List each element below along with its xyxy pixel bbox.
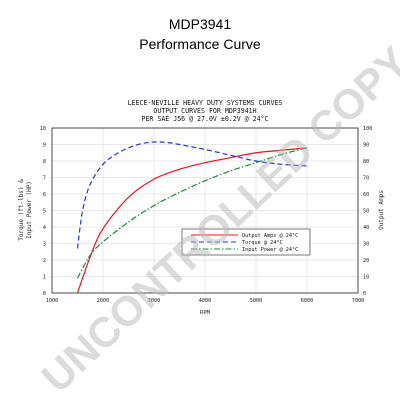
y-left-axis-label-line-1: Torque (ft-lbs) & [18, 179, 25, 241]
y-right-axis-ticks: 0 10 20 30 40 50 60 70 80 90 100 [363, 126, 372, 297]
y-left-axis-label: Torque (ft-lbs) & Input Power (HP) [18, 179, 33, 241]
x-tick-label: 2000 [97, 298, 110, 304]
y-left-axis-label-line-2: Input Power (HP) [26, 181, 33, 239]
y-right-tick-label: 60 [363, 192, 369, 198]
y-right-tick-label: 100 [363, 126, 372, 132]
y-left-tick-label: 9 [43, 143, 46, 149]
chart-title: LEECE-NEVILLE HEAVY DUTY SYSTEMS CURVES … [128, 99, 283, 123]
y-left-tick-label: 8 [43, 159, 46, 165]
legend: Output Amps @ 24°C Torque @ 24°C Input P… [181, 228, 311, 256]
x-axis-ticks: 1000 2000 3000 4000 5000 6000 7000 [46, 298, 365, 304]
plot-area [51, 127, 359, 294]
y-right-tick-label: 70 [363, 176, 369, 182]
y-right-tick-label: 20 [363, 258, 369, 264]
y-left-tick-label: 0 [43, 291, 46, 297]
chart-title-line-1: LEECE-NEVILLE HEAVY DUTY SYSTEMS CURVES [128, 99, 283, 107]
y-left-tick-label: 7 [43, 176, 46, 182]
legend-label-input-power: Input Power @ 24°C [242, 247, 298, 253]
x-tick-label: 1000 [46, 298, 59, 304]
watermark: UNCONTROLLED COPY [32, 38, 400, 400]
y-right-tick-label: 90 [363, 143, 369, 149]
y-right-tick-label: 80 [363, 159, 369, 165]
x-tick-label: 5000 [250, 298, 263, 304]
y-right-tick-label: 10 [363, 275, 369, 281]
y-left-tick-label: 3 [43, 242, 46, 248]
x-tick-label: 4000 [199, 298, 212, 304]
y-right-tick-label: 30 [363, 242, 369, 248]
series-layer [76, 141, 308, 294]
y-right-tick-label: 50 [363, 209, 369, 215]
legend-label-torque: Torque @ 24°C [242, 240, 283, 246]
input-power-line [76, 147, 308, 279]
x-tick-label: 3000 [148, 298, 161, 304]
y-left-tick-label: 6 [43, 192, 46, 198]
chart-title-line-2: OUTPUT CURVES FOR MDP3941H [153, 107, 256, 115]
x-axis-label: RPM [200, 310, 211, 316]
y-left-tick-label: 10 [40, 126, 46, 132]
y-left-tick-label: 1 [43, 275, 46, 281]
y-right-tick-label: 40 [363, 225, 369, 231]
x-tick-label: 7000 [352, 298, 365, 304]
model-title: MDP3941 [168, 16, 232, 32]
legend-label-output-amps: Output Amps @ 24°C [242, 233, 298, 239]
y-left-tick-label: 2 [43, 258, 46, 264]
output-amps-line [76, 147, 308, 294]
y-left-axis-ticks: 0 1 2 3 4 5 6 7 8 9 10 [40, 126, 46, 297]
torque-line [76, 141, 308, 249]
page-subtitle: Performance Curve [139, 36, 261, 52]
y-left-tick-label: 4 [43, 225, 46, 231]
y-right-tick-label: 0 [363, 291, 366, 297]
chart-title-line-3: PER SAE J56 @ 27.0V ±0.2V @ 24°C [141, 115, 268, 123]
y-left-tick-label: 5 [43, 209, 46, 215]
y-right-axis-label: Output Amps [378, 190, 385, 230]
x-tick-label: 6000 [301, 298, 314, 304]
